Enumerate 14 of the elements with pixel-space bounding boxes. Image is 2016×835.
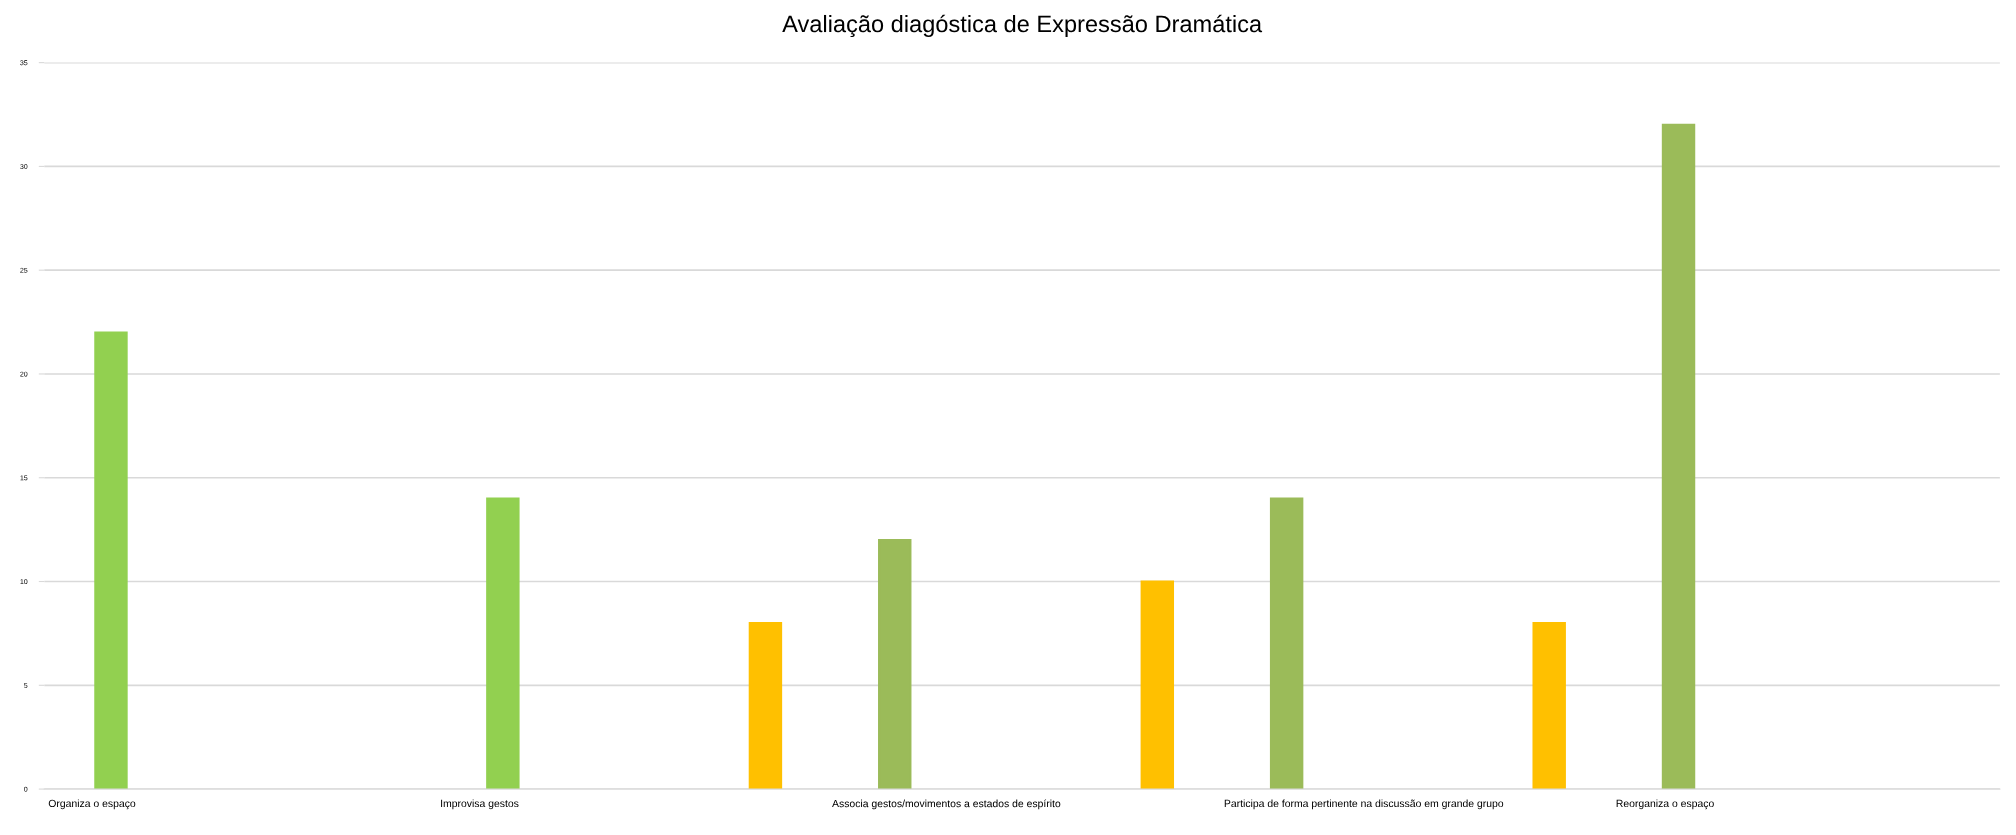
- bar: [486, 497, 520, 790]
- x-tick-label: Reorganiza o espaço: [1616, 799, 1714, 810]
- x-tick-label: Associa gestos/movimentos a estados de espírito: [832, 799, 1061, 810]
- x-tick-label: Participa de forma pertinente na discussão em grande grupo: [1224, 799, 1504, 810]
- bar: [1661, 123, 1696, 790]
- bar: [1140, 580, 1175, 790]
- x-tick-label: Organiza o espaço: [48, 799, 136, 810]
- bar: [748, 621, 783, 790]
- bar: [94, 331, 128, 790]
- chart-title: Avaliação diagóstica de Expressão Dramática: [782, 14, 1263, 38]
- bar: [1269, 497, 1304, 790]
- bar: [1532, 621, 1566, 790]
- x-tick-label: Improvisa gestos: [441, 799, 519, 810]
- bar: [878, 538, 912, 790]
